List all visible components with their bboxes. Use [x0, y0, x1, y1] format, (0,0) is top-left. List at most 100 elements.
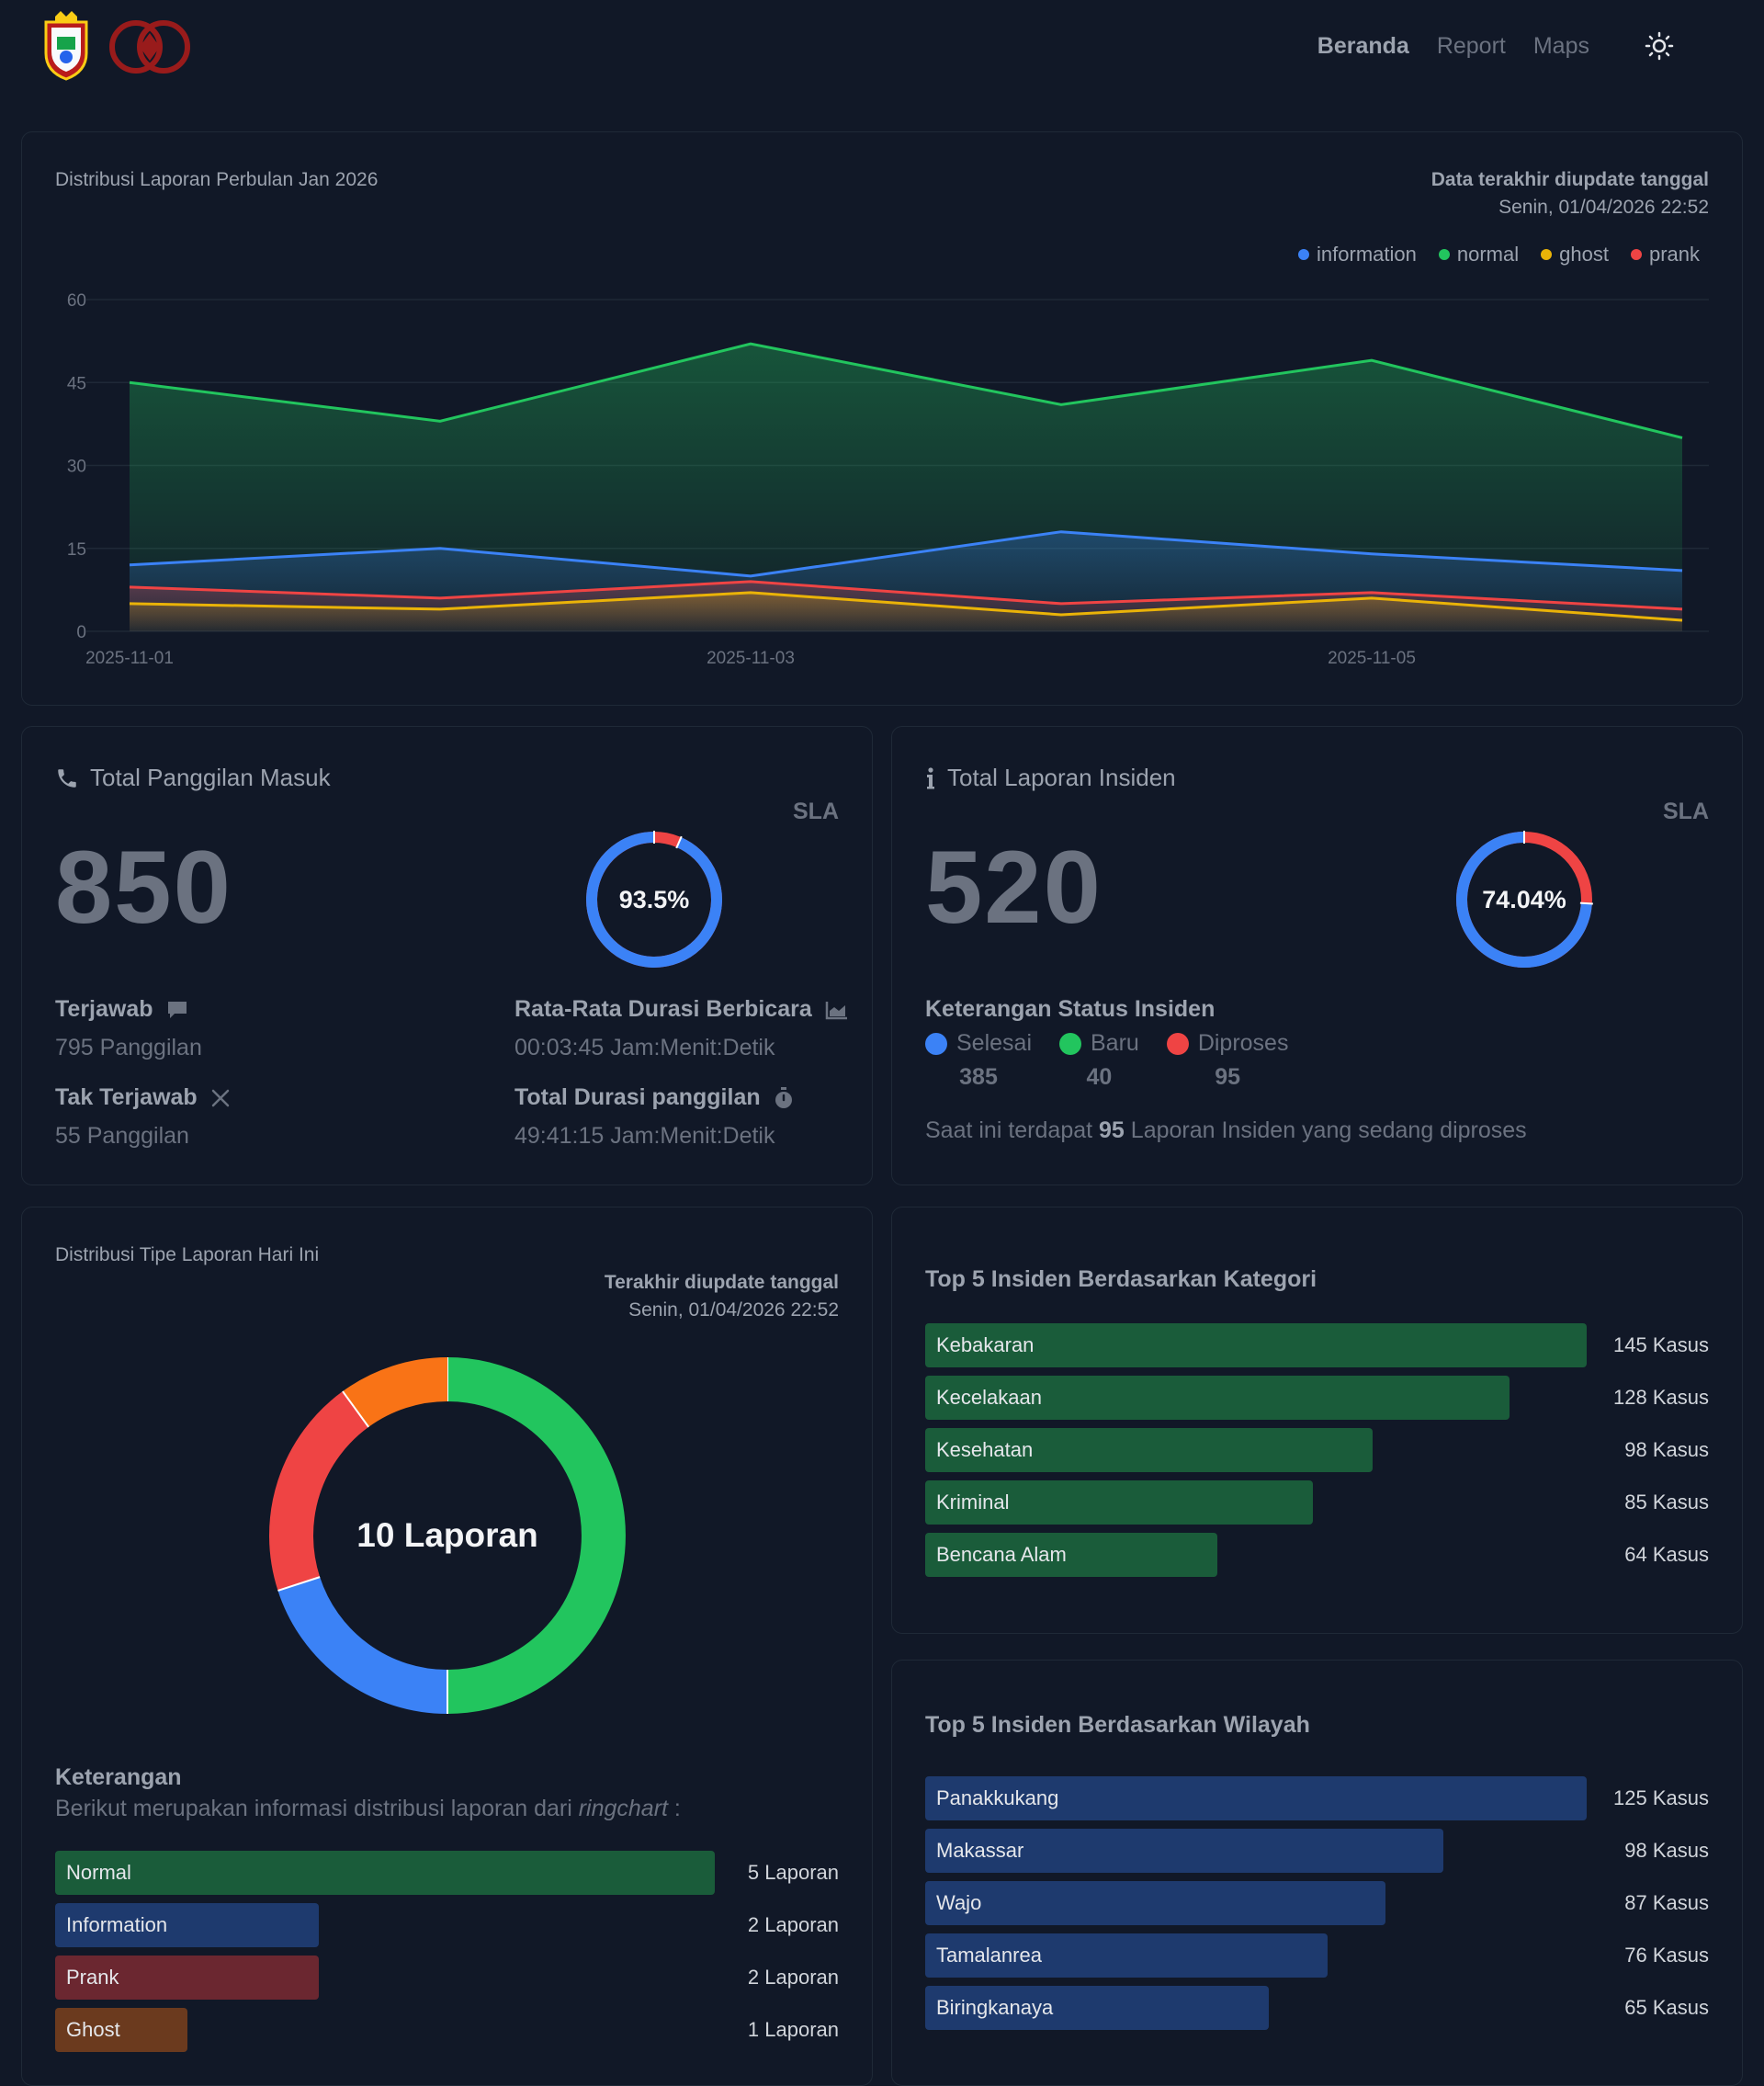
green-dot-icon: [1059, 1032, 1081, 1055]
status-title: Keterangan Status Insiden: [925, 996, 1216, 1022]
header: Beranda Report Maps: [0, 0, 1764, 92]
category-bar: Kecelakaan: [925, 1376, 1510, 1420]
command-center-logo[interactable]: [108, 17, 191, 77]
incidents-total: 520: [925, 830, 1102, 945]
ring-legend-value: 1 Laporan: [747, 2018, 839, 2041]
line-prank[interactable]: [129, 580, 1683, 611]
x-tick-label: 2025-11-01: [85, 649, 174, 668]
line-information[interactable]: [129, 530, 1683, 578]
region-bar: Tamalanrea: [925, 1933, 1328, 1978]
category-row[interactable]: Kesehatan 98 Kasus: [925, 1428, 1709, 1472]
unanswered-value: 55 Panggilan: [55, 1123, 189, 1149]
category-value: 98 Kasus: [1624, 1438, 1709, 1461]
ring-slice-information[interactable]: [277, 1576, 448, 1714]
ring-legend-row[interactable]: Normal 5 Laporan: [55, 1851, 839, 1895]
calls-title: Total Panggilan Masuk: [55, 764, 331, 792]
region-value: 98 Kasus: [1624, 1839, 1709, 1862]
region-bar: Wajo: [925, 1881, 1386, 1925]
line-normal[interactable]: [129, 342, 1683, 439]
x-tick-label: 2025-11-03: [707, 649, 795, 668]
monthly-distribution-card: Distribusi Laporan Perbulan Jan 2026 Dat…: [21, 131, 1743, 706]
ring-chart: [269, 1357, 626, 1714]
category-bar: Bencana Alam: [925, 1533, 1217, 1577]
answered-value: 795 Panggilan: [55, 1035, 202, 1060]
top-region-card: Top 5 Insiden Berdasarkan Wilayah Panakk…: [891, 1660, 1743, 2086]
avg-duration-label: Rata-Rata Durasi Berbicara: [514, 996, 849, 1023]
region-row[interactable]: Makassar 98 Kasus: [925, 1829, 1709, 1873]
status-selesai: Selesai 385: [925, 1030, 1032, 1091]
area-chart: 0 15 30 45 60 2025-11-01 2025-11-03 2025-11-05: [67, 291, 1709, 668]
category-row[interactable]: Kebakaran 145 Kasus: [925, 1323, 1709, 1367]
legend-normal[interactable]: normal: [1438, 243, 1519, 266]
y-tick-label: 0: [76, 623, 86, 642]
region-value: 65 Kasus: [1624, 1996, 1709, 2019]
area-update-info: Data terakhir diupdate tanggal Senin, 01…: [1431, 169, 1709, 219]
ring-legend-value: 2 Laporan: [747, 1966, 839, 1989]
incidents-sla-value: 74.04%: [1482, 885, 1566, 913]
status-list: Selesai 385 Baru 40 Diproses 95: [925, 1030, 1288, 1091]
sun-icon: [1645, 31, 1674, 61]
region-value: 76 Kasus: [1624, 1944, 1709, 1967]
keterangan-desc: Berikut merupakan informasi distribusi l…: [55, 1796, 681, 1821]
total-duration-value: 49:41:15 Jam:Menit:Detik: [514, 1123, 775, 1149]
info-icon: [927, 766, 934, 788]
calls-sla-ring: 93.5%: [581, 826, 728, 973]
ring-slice-ghost[interactable]: [342, 1357, 448, 1428]
category-row[interactable]: Kriminal 85 Kasus: [925, 1480, 1709, 1525]
theme-toggle-button[interactable]: [1639, 26, 1679, 66]
legend-information[interactable]: information: [1298, 243, 1417, 266]
region-row[interactable]: Wajo 87 Kasus: [925, 1881, 1709, 1925]
incidents-sla-label: SLA: [1663, 799, 1709, 824]
blue-dot-icon: [925, 1032, 947, 1055]
area-chart-icon: [825, 1001, 847, 1019]
nav-maps[interactable]: Maps: [1532, 32, 1589, 59]
ring-legend-row[interactable]: Prank 2 Laporan: [55, 1956, 839, 2000]
region-bar: Makassar: [925, 1829, 1444, 1873]
region-row[interactable]: Panakkukang 125 Kasus: [925, 1776, 1709, 1820]
incidents-sla-ring: 74.04%: [1451, 826, 1598, 973]
line-ghost[interactable]: [129, 591, 1683, 622]
ring-slice-prank[interactable]: [269, 1391, 369, 1591]
region-bar: Biringkanaya: [925, 1986, 1270, 2030]
y-tick-label: 15: [67, 540, 86, 560]
x-icon: [211, 1089, 229, 1106]
calls-sla-label: SLA: [793, 799, 839, 824]
nav-report[interactable]: Report: [1436, 32, 1506, 59]
chat-bubble-icon: [167, 1001, 187, 1018]
nav-beranda[interactable]: Beranda: [1317, 32, 1409, 59]
region-row[interactable]: Tamalanrea 76 Kasus: [925, 1933, 1709, 1978]
calls-total: 850: [55, 830, 232, 945]
status-diproses: Diproses 95: [1166, 1030, 1288, 1091]
category-value: 64 Kasus: [1624, 1543, 1709, 1566]
area-chart-title: Distribusi Laporan Perbulan Jan 2026: [55, 169, 379, 190]
category-bar: Kebakaran: [925, 1323, 1587, 1367]
ring-slice-normal[interactable]: [447, 1357, 626, 1714]
legend-prank[interactable]: prank: [1630, 243, 1700, 266]
category-bar: Kriminal: [925, 1480, 1314, 1525]
red-dot-icon: [1166, 1032, 1189, 1055]
ring-legend-row[interactable]: Ghost 1 Laporan: [55, 2008, 839, 2052]
legend-ghost[interactable]: ghost: [1541, 243, 1609, 266]
region-row[interactable]: Biringkanaya 65 Kasus: [925, 1986, 1709, 2030]
category-value: 145 Kasus: [1613, 1333, 1709, 1356]
city-emblem-logo[interactable]: [37, 9, 96, 83]
avg-duration-value: 00:03:45 Jam:Menit:Detik: [514, 1035, 775, 1060]
y-tick-label: 30: [67, 458, 86, 477]
stopwatch-icon: [775, 1086, 792, 1108]
ring-legend-value: 5 Laporan: [747, 1861, 839, 1884]
ring-center-text: 10 Laporan: [356, 1516, 538, 1554]
main-nav: Beranda Report Maps: [1317, 26, 1764, 66]
status-note: Saat ini terdapat 95 Laporan Insiden yan…: [925, 1117, 1527, 1143]
category-row[interactable]: Bencana Alam 64 Kasus: [925, 1533, 1709, 1577]
phone-icon: [58, 768, 76, 788]
ring-legend-row[interactable]: Information 2 Laporan: [55, 1903, 839, 1947]
category-row[interactable]: Kecelakaan 128 Kasus: [925, 1376, 1709, 1420]
top-category-card: Top 5 Insiden Berdasarkan Kategori Kebak…: [891, 1207, 1743, 1634]
ring-legend-value: 2 Laporan: [747, 1913, 839, 1936]
unanswered-label: Tak Terjawab: [55, 1084, 231, 1111]
ring-legend-bar: Information: [55, 1903, 320, 1947]
ring-legend-bar: Normal: [55, 1851, 715, 1895]
category-value: 128 Kasus: [1613, 1386, 1709, 1409]
total-calls-card: Total Panggilan Masuk SLA 850 93.5% Terj…: [21, 726, 873, 1185]
region-value: 87 Kasus: [1624, 1891, 1709, 1914]
